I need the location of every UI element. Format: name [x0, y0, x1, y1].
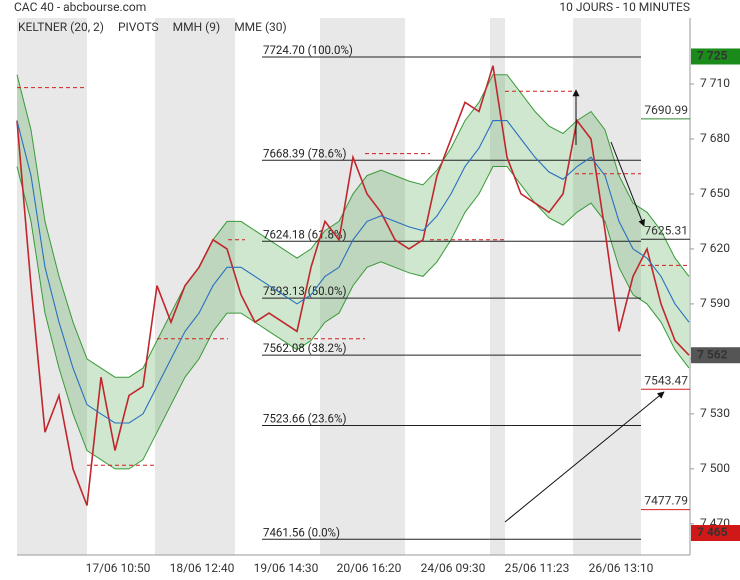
price-tag-label: 7 465 — [697, 525, 728, 539]
pivot-label: 7543.47 — [644, 373, 688, 387]
day-band — [490, 18, 505, 555]
y-tick-label: 7 710 — [700, 76, 730, 90]
fib-label: 7724.70 (100.0%) — [263, 43, 353, 57]
arrow — [504, 391, 665, 523]
price-tag — [691, 48, 740, 65]
x-tick-label: 19/06 14:30 — [254, 561, 319, 575]
x-tick-label: 26/06 13:10 — [589, 561, 654, 575]
fib-label: 7668.39 (78.6%) — [263, 146, 346, 160]
x-tick-label: 24/06 09:30 — [421, 561, 486, 575]
y-tick-label: 7 680 — [700, 131, 730, 145]
pivot-label: 7477.79 — [644, 494, 688, 508]
series-line — [16, 120, 690, 424]
x-tick-label: 25/06 11:23 — [505, 561, 570, 575]
day-band — [17, 18, 87, 555]
pivot-label: 7690.99 — [644, 103, 688, 117]
fib-label: 7562.08 (38.2%) — [263, 341, 346, 355]
y-tick-label: 7 650 — [700, 186, 730, 200]
y-tick-label: 7 620 — [700, 241, 730, 255]
pivot-label: 7625.31 — [644, 223, 688, 237]
chart-subtitle: 10 JOURS - 10 MINUTES — [559, 0, 690, 14]
price-tag — [691, 347, 740, 364]
arrow — [610, 141, 645, 227]
legend-entry: MMH (9) — [173, 20, 221, 34]
price-tag — [691, 525, 740, 542]
x-tick-label: 18/06 12:40 — [170, 561, 235, 575]
legend-entry: KELTNER (20, 2) — [18, 20, 104, 34]
price-tag-label: 7 562 — [697, 347, 728, 361]
price-tag-label: 7 725 — [697, 49, 728, 63]
series-line — [16, 65, 690, 506]
chart-title: CAC 40 - abcbourse.com — [14, 0, 146, 14]
fib-label: 7461.56 (0.0%) — [263, 525, 340, 539]
keltner-line — [16, 166, 690, 470]
legend-entry: MME (30) — [234, 20, 287, 34]
y-tick-label: 7 500 — [700, 461, 730, 475]
x-tick-label: 20/06 16:20 — [337, 561, 402, 575]
x-tick-label: 17/06 10:50 — [86, 561, 151, 575]
day-band — [320, 18, 405, 555]
fib-label: 7624.18 (61.8%) — [263, 227, 346, 241]
day-bands — [17, 18, 641, 555]
keltner-fill — [17, 74, 689, 469]
y-tick-label: 7 590 — [700, 296, 730, 310]
y-tick-label: 7 530 — [700, 406, 730, 420]
day-band — [155, 18, 235, 555]
fib-label: 7523.66 (23.6%) — [263, 412, 346, 426]
legend-entry: PIVOTS — [118, 20, 159, 34]
